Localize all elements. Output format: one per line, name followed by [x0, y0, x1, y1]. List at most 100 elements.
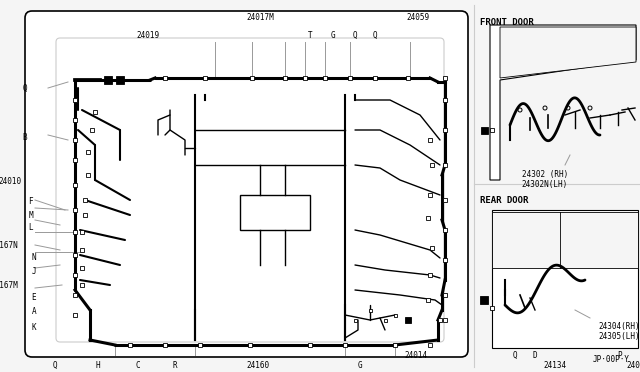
Bar [406, 76, 410, 80]
Bar [73, 158, 77, 162]
Polygon shape [500, 27, 636, 78]
Text: Q: Q [22, 83, 27, 93]
Text: JP·00P·Y: JP·00P·Y [593, 356, 630, 365]
Text: 24302 (RH)
24302N(LH): 24302 (RH) 24302N(LH) [522, 170, 568, 189]
Text: 24167M: 24167M [0, 280, 18, 289]
Bar [444, 198, 447, 202]
Bar [490, 128, 494, 132]
Bar [394, 314, 397, 317]
Text: Q: Q [353, 31, 357, 39]
Bar [86, 150, 90, 154]
Text: E: E [31, 294, 36, 302]
Text: 24059: 24059 [406, 13, 429, 22]
Bar [116, 76, 124, 84]
Text: 24167N: 24167N [0, 241, 18, 250]
Bar [393, 343, 397, 347]
Bar [284, 76, 287, 80]
Bar [163, 76, 167, 80]
Text: 24134: 24134 [543, 360, 566, 369]
Bar [373, 76, 377, 80]
Bar [428, 343, 432, 347]
Bar [73, 313, 77, 317]
Bar [73, 98, 77, 102]
Bar [308, 343, 312, 347]
Bar [444, 258, 447, 262]
Bar [383, 318, 387, 321]
Text: 24010: 24010 [0, 177, 22, 186]
Bar [303, 76, 307, 80]
Bar [444, 76, 447, 80]
Text: L: L [28, 224, 33, 232]
Text: G: G [331, 31, 335, 39]
Bar [490, 306, 494, 310]
Bar [428, 138, 432, 142]
Bar [250, 76, 253, 80]
Text: T: T [308, 31, 312, 39]
Bar [444, 293, 447, 297]
Text: 24014: 24014 [404, 350, 428, 359]
Text: H: H [96, 360, 100, 369]
Bar [428, 193, 432, 197]
Bar [73, 183, 77, 187]
Bar [369, 308, 371, 311]
Bar [444, 128, 447, 132]
Text: R: R [173, 360, 177, 369]
Bar [73, 273, 77, 277]
Bar [405, 317, 411, 323]
Bar [73, 118, 77, 122]
Bar [248, 343, 252, 347]
Text: D: D [532, 350, 538, 359]
Bar [86, 173, 90, 177]
Text: 24160: 24160 [246, 360, 269, 369]
Text: 24017M: 24017M [246, 13, 274, 22]
Bar [128, 343, 132, 347]
Text: Q: Q [513, 350, 517, 359]
Bar [438, 318, 442, 322]
Bar [83, 213, 87, 217]
Text: J: J [31, 266, 36, 276]
Text: K: K [31, 324, 36, 333]
Bar [80, 266, 84, 270]
Text: N: N [31, 253, 36, 263]
Polygon shape [492, 210, 638, 348]
Bar [323, 76, 327, 80]
Bar [444, 163, 447, 167]
Bar [80, 248, 84, 252]
Bar [83, 198, 87, 202]
Text: M: M [28, 211, 33, 219]
Bar [73, 253, 77, 257]
Text: REAR DOOR: REAR DOOR [480, 196, 529, 205]
Bar [93, 110, 97, 114]
Text: C: C [136, 360, 140, 369]
Polygon shape [492, 212, 638, 268]
Text: G: G [358, 360, 362, 369]
Bar [444, 98, 447, 102]
Bar [481, 126, 488, 134]
Text: P: P [618, 350, 622, 359]
Bar [426, 216, 429, 220]
Bar [73, 293, 77, 297]
Bar [426, 298, 429, 302]
Text: 24304(RH)
24305(LH): 24304(RH) 24305(LH) [598, 322, 639, 341]
Bar [104, 76, 112, 84]
Text: Q: Q [372, 31, 378, 39]
Text: 24019: 24019 [136, 31, 159, 39]
Bar [480, 296, 488, 304]
Bar [444, 228, 447, 232]
Bar [343, 343, 347, 347]
Text: 24015: 24015 [627, 360, 640, 369]
Bar [444, 318, 447, 322]
Bar [353, 318, 356, 321]
Bar [428, 273, 432, 277]
Bar [240, 195, 310, 230]
FancyBboxPatch shape [56, 38, 444, 342]
Text: A: A [31, 307, 36, 315]
Text: Q: Q [52, 360, 58, 369]
Bar [73, 138, 77, 142]
Bar [73, 230, 77, 234]
FancyBboxPatch shape [25, 11, 468, 357]
Bar [430, 163, 434, 167]
Bar [348, 76, 352, 80]
Bar [204, 76, 207, 80]
Text: F: F [28, 198, 33, 206]
